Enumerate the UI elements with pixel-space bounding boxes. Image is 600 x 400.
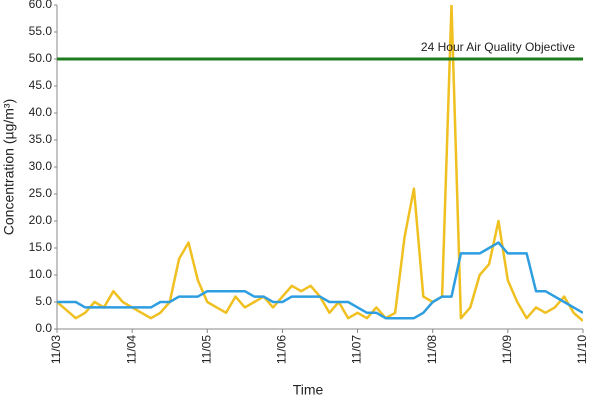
y-tick-label: 60.0 [29,0,53,11]
y-tick-label: 55.0 [29,24,53,38]
y-tick-label: 50.0 [29,51,53,65]
x-tick-label: 11/05 [199,335,213,364]
x-tick-label: 11/04 [124,335,138,364]
y-tick-label: 10.0 [29,267,53,281]
y-tick-label: 45.0 [29,78,53,92]
y-tick-label: 35.0 [29,132,53,146]
y-tick-label: 0.0 [35,321,52,335]
y-tick-label: 20.0 [29,213,53,227]
y-tick-label: 15.0 [29,240,53,254]
x-tick-label: 11/08 [425,335,439,364]
x-tick-label: 11/03 [49,335,63,364]
y-tick-label: 5.0 [35,294,52,308]
y-tick-label: 40.0 [29,105,53,119]
y-axis-title: Concentration (µg/m³) [1,99,17,235]
series-line [57,241,583,320]
x-tick-label: 11/06 [275,335,289,364]
y-tick-label: 30.0 [29,159,53,173]
x-tick-label: 11/07 [350,335,364,364]
threshold-label: 24 Hour Air Quality Objective [421,40,575,54]
x-axis-title: Time [293,382,324,398]
y-tick-label: 25.0 [29,186,53,200]
x-tick-label: 11/09 [500,335,514,364]
x-tick-label: 11/10 [575,335,589,364]
